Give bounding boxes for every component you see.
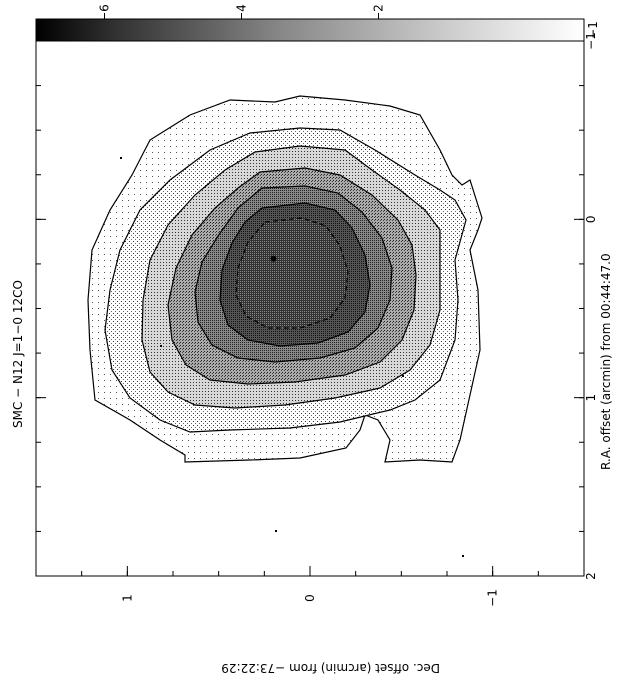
- x-tick-label: 0: [584, 216, 598, 224]
- y-tick-label: −1: [486, 589, 500, 607]
- field-dot: [275, 530, 277, 532]
- chart-title: SMC − N12 J=1−0 12CO: [11, 280, 25, 428]
- field-dots: [120, 157, 464, 557]
- contour-inner: [235, 217, 349, 329]
- x-tick-label: 1: [584, 394, 598, 402]
- field-dot: [160, 345, 162, 347]
- x-tick-label: 2: [584, 572, 598, 580]
- colorbar-tick-label: 4: [235, 4, 249, 12]
- colorbar-tick-label: 6: [98, 4, 112, 12]
- field-dot: [120, 157, 122, 159]
- contour-map: [87, 95, 483, 463]
- colorbar-ticks: 6 4 2 −1: [98, 4, 601, 39]
- colorbar-tick-label: 2: [372, 4, 386, 12]
- colorbar-end-label: −1: [586, 21, 600, 39]
- colorbar-gradient: [35, 18, 585, 42]
- x-axis: −1 0 1 2: [36, 32, 598, 580]
- x-axis-label: R.A. offset (arcmin) from 00:44:47.0: [599, 253, 613, 470]
- field-dot: [462, 555, 464, 557]
- y-tick-label: 1: [120, 594, 134, 602]
- field-dot: [402, 375, 404, 377]
- y-axis: 1 0 −1: [35, 566, 585, 607]
- y-axis-label: Dec. offset (arcmin) from −73:22:29: [221, 661, 440, 675]
- peak-marker: [270, 255, 277, 262]
- y-tick-label: 0: [303, 594, 317, 602]
- colorbar: 6 4 2 −1: [35, 4, 601, 42]
- x-tick-label: −1: [584, 32, 598, 50]
